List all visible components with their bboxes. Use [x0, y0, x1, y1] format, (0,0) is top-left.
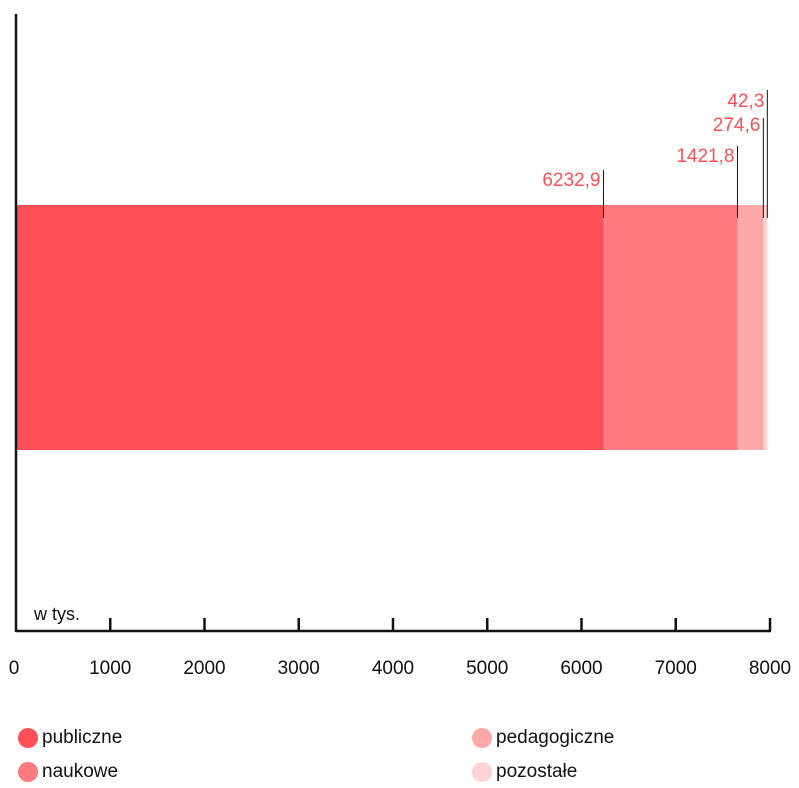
x-tick-label-7000: 7000 — [655, 658, 697, 679]
x-tick-label-0: 0 — [9, 658, 20, 679]
legend-label-pozostale: pozostałe — [496, 761, 578, 782]
x-ticks: 0 1000 2000 3000 4000 5000 6000 7000 8000 — [9, 618, 791, 679]
legend-dot-pozostale-icon — [472, 762, 492, 782]
x-tick-label-8000: 8000 — [749, 658, 791, 679]
value-label-3: 274,6 — [713, 115, 761, 136]
value-label-1: 6232,9 — [542, 170, 600, 191]
legend-item-publiczne: publiczne — [18, 727, 122, 749]
legend-item-pozostale: pozostałe — [472, 761, 577, 783]
x-tick-label-1000: 1000 — [89, 658, 131, 679]
bar-segment-2 — [603, 205, 738, 450]
bar-segment-4 — [763, 205, 768, 450]
legend-label-naukowe: naukowe — [42, 761, 119, 782]
legend-item-naukowe: naukowe — [18, 761, 118, 783]
x-tick-label-3000: 3000 — [278, 658, 320, 679]
bar-segment-3 — [737, 205, 764, 450]
value-label-2: 1421,8 — [676, 146, 734, 167]
bar-segment-1 — [16, 205, 604, 450]
unit-label: w tys. — [33, 604, 80, 624]
value-label-4: 42,3 — [727, 91, 764, 112]
legend-dot-pedagogiczne-icon — [472, 728, 492, 748]
legend-item-pedagogiczne: pedagogiczne — [472, 727, 614, 749]
legend-dot-naukowe-icon — [18, 762, 38, 782]
x-tick-label-6000: 6000 — [560, 658, 602, 679]
x-tick-label-5000: 5000 — [466, 658, 508, 679]
legend-label-pedagogiczne: pedagogiczne — [496, 727, 615, 748]
x-tick-label-2000: 2000 — [183, 658, 225, 679]
value-labels: 6232,9 1421,8 274,6 42,3 — [542, 90, 768, 218]
legend-dot-publiczne-icon — [18, 728, 38, 748]
bars — [16, 205, 768, 450]
x-tick-label-4000: 4000 — [372, 658, 414, 679]
legend-label-publiczne: publiczne — [42, 727, 123, 748]
